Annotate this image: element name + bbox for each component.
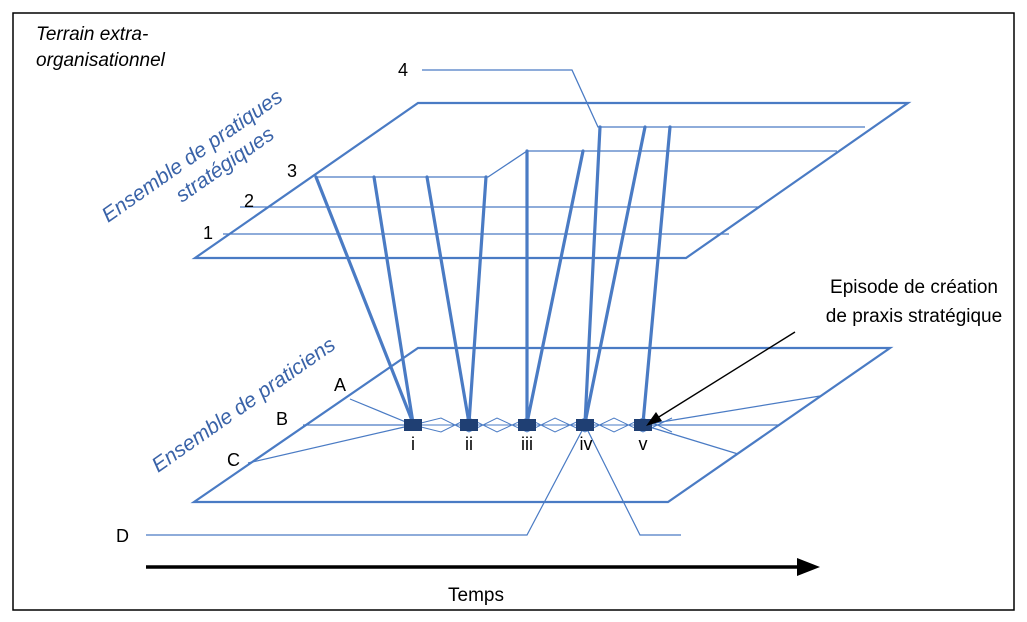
time-axis xyxy=(146,558,820,576)
top-plane xyxy=(191,69,912,260)
practice-line-3 xyxy=(316,150,837,178)
link-i-a xyxy=(314,175,415,425)
practitioner-line-c xyxy=(247,424,414,464)
episode-label-ii: ii xyxy=(465,434,473,454)
link-i-b xyxy=(372,175,415,425)
top-plane-label-line1: Ensemble de pratiques xyxy=(98,85,288,227)
time-arrow-head xyxy=(797,558,820,576)
link-ii-a xyxy=(425,175,471,425)
practitioner-letter-a: A xyxy=(334,375,346,395)
link-iv-b xyxy=(583,125,647,425)
bottom-plane-outline xyxy=(190,346,894,504)
episode-marker-iii xyxy=(518,419,536,431)
episode-label-iv: iv xyxy=(580,434,593,454)
practitioner-letter-b: B xyxy=(276,409,288,429)
episode-marker-ii xyxy=(460,419,478,431)
episode-marker-v xyxy=(634,419,652,431)
episode-marker-i xyxy=(404,419,422,431)
link-v-a xyxy=(641,125,672,425)
practice-number-1: 1 xyxy=(203,223,213,243)
episode-label-i: i xyxy=(411,434,415,454)
time-axis-label: Temps xyxy=(448,585,504,606)
frame-title-line1: Terrain extra- xyxy=(36,24,148,45)
practice-line-4 xyxy=(422,69,865,128)
bottom-plane xyxy=(146,346,894,536)
bottom-plane-label-text: Ensemble de praticiens xyxy=(148,333,340,477)
annotation-line2: de praxis stratégique xyxy=(826,306,1002,327)
episode-markers xyxy=(404,419,652,431)
link-ii-b xyxy=(467,175,488,425)
top-plane-label: Ensemble de pratiques stratégiques xyxy=(98,85,288,227)
link-iii-b xyxy=(525,149,585,425)
bottom-plane-label: Ensemble de praticiens xyxy=(148,333,340,477)
fanout-line-3 xyxy=(642,424,739,455)
annotation-line1: Episode de création xyxy=(830,277,998,298)
top-plane-outline xyxy=(191,101,912,260)
practitioner-letter-d: D xyxy=(116,526,129,546)
link-iv-a xyxy=(583,125,602,425)
outer-frame xyxy=(12,12,1015,611)
practice-number-3: 3 xyxy=(287,161,297,181)
fanout-line-1 xyxy=(642,395,821,426)
practice-number-4: 4 xyxy=(398,60,408,80)
practice-number-2: 2 xyxy=(244,191,254,211)
frame-title-line2: organisationnel xyxy=(36,50,166,71)
annotation-arrow xyxy=(646,331,796,426)
episode-label-v: v xyxy=(639,434,648,454)
episode-marker-iv xyxy=(576,419,594,431)
practitioner-line-a xyxy=(349,398,414,426)
practitioner-letter-c: C xyxy=(227,450,240,470)
episode-links xyxy=(314,125,672,425)
episode-label-iii: iii xyxy=(521,434,533,454)
